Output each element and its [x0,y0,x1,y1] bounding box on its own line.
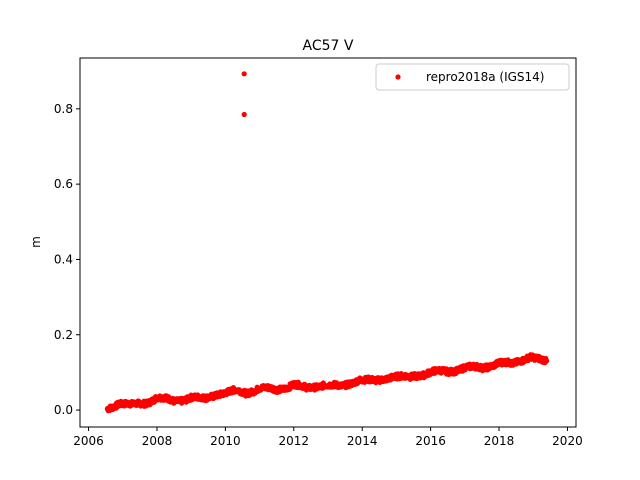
outlier-point [241,111,247,118]
chart-title: AC57 V [303,38,354,54]
x-tick-label: 2018 [484,434,515,448]
data-points [104,71,550,414]
x-tick-label: 2012 [279,434,310,448]
data-point [543,358,550,364]
y-tick-label: 0.2 [54,328,73,342]
x-tick-label: 2016 [415,434,446,448]
y-tick-label: 0.6 [54,177,73,191]
y-tick-label: 0.0 [54,403,73,417]
x-tick-label: 2020 [552,434,583,448]
outlier-point [241,71,247,77]
x-tick-label: 2008 [142,434,173,448]
x-tick-label: 2014 [347,434,378,448]
x-tick-label: 2006 [73,434,104,448]
legend-label: repro2018a (IGS14) [426,70,544,84]
legend-marker [395,74,401,80]
plot-frame [79,57,577,428]
y-tick-label: 0.4 [54,252,73,266]
legend-box [375,63,570,91]
y-axis-label: m [29,236,43,248]
x-tick-label: 2010 [210,434,241,448]
y-tick-label: 0.8 [54,102,73,116]
axis-ticks: 2006 2008 2010 2012 2014 2016 2018 2020 0.0 0.2 0.… [54,102,583,448]
legend: repro2018a (IGS14) [375,63,570,91]
